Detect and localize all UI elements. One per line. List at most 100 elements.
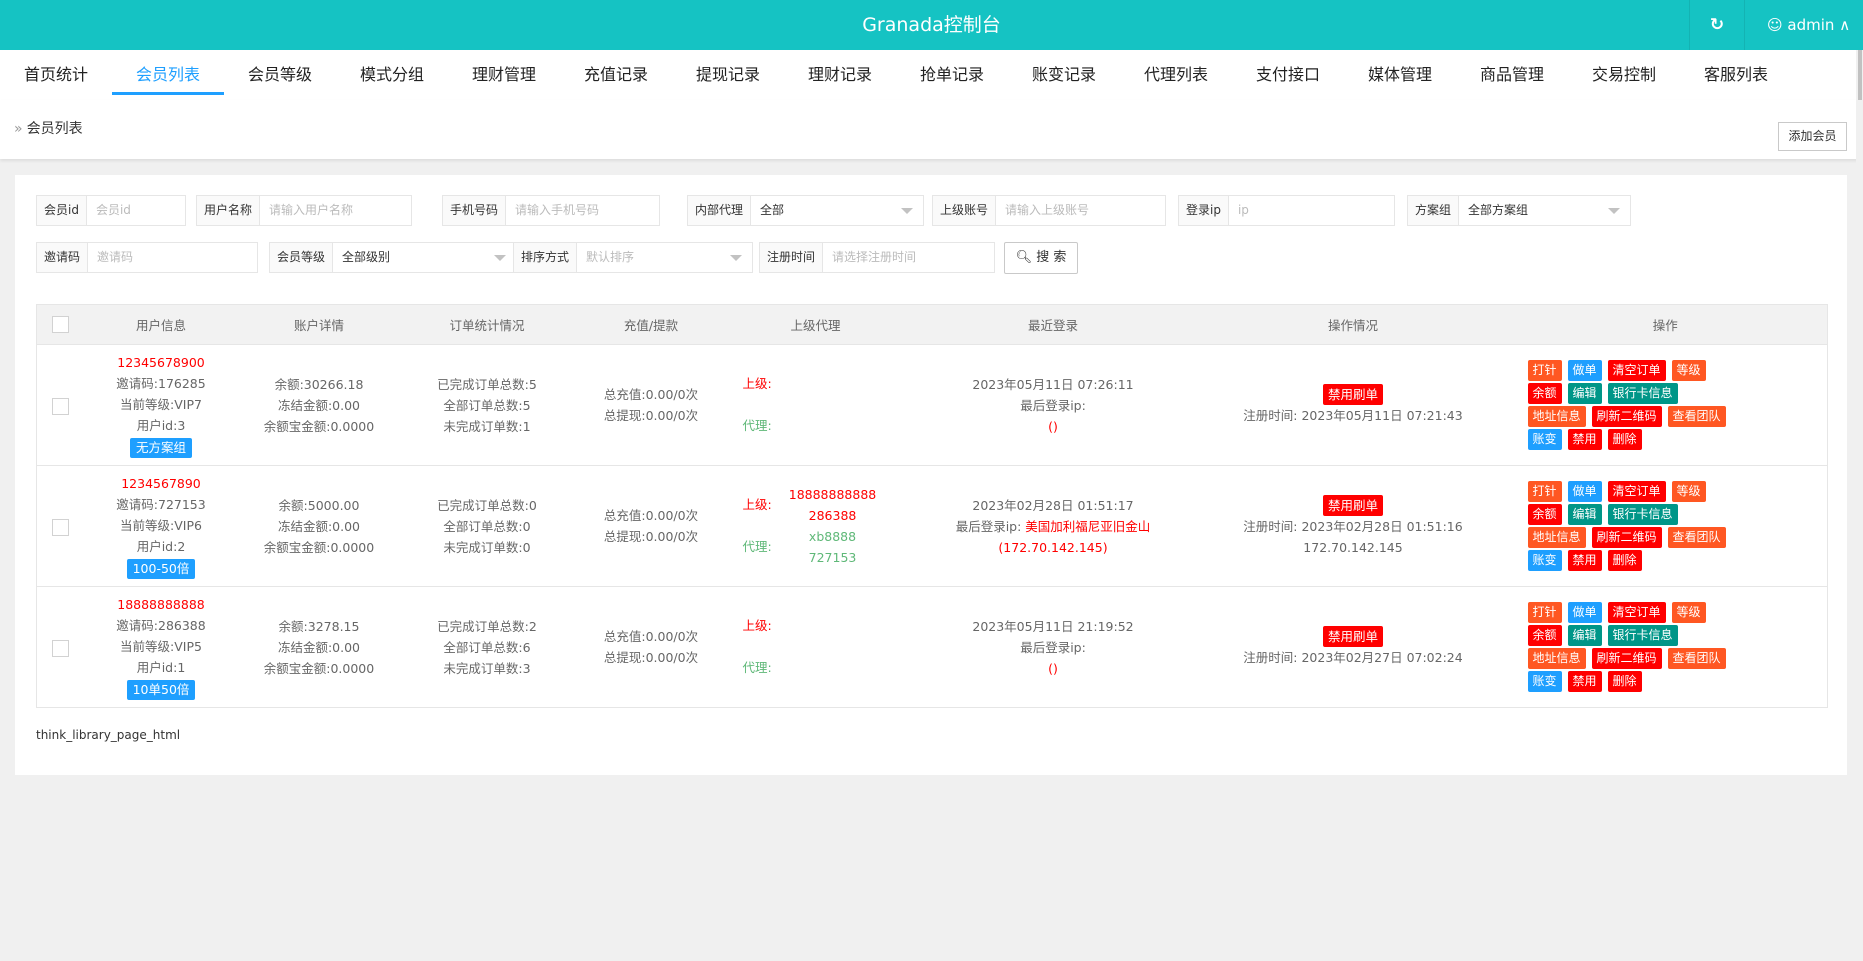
action-button[interactable]: 银行卡信息 xyxy=(1607,504,1678,525)
breadcrumb-current: 会员列表 xyxy=(26,121,83,137)
action-button[interactable]: 禁用 xyxy=(1567,550,1602,571)
action-button[interactable]: 余额 xyxy=(1527,383,1562,404)
nav-tab-13[interactable]: 商品管理 xyxy=(1479,65,1544,84)
action-button[interactable]: 清空订单 xyxy=(1607,360,1666,381)
filter-select[interactable]: 默认排序 xyxy=(577,243,752,272)
action-button[interactable]: 地址信息 xyxy=(1527,648,1586,669)
action-button[interactable]: 地址信息 xyxy=(1527,406,1586,427)
filter-input[interactable]: 请输入上级账号 xyxy=(996,196,1165,225)
action-button[interactable]: 等级 xyxy=(1671,360,1706,381)
nav-tab-4[interactable]: 理财管理 xyxy=(471,65,536,84)
nav-tab-2[interactable]: 会员等级 xyxy=(247,65,312,84)
action-button[interactable]: 查看团队 xyxy=(1667,648,1726,669)
register-ip: 172.70.142.145 xyxy=(1303,539,1403,555)
filter-select[interactable]: 全部级别 xyxy=(333,243,516,272)
search-button-label: 搜 索 xyxy=(1036,250,1067,265)
nav-tab-8[interactable]: 抢单记录 xyxy=(919,65,984,84)
account-cell: 余额:30266.18 冻结金额:0.00 余额宝金额:0.0000 xyxy=(238,344,400,466)
input-placeholder: 请输入上级账号 xyxy=(1005,203,1090,217)
filter-label: 上级账号 xyxy=(933,196,997,225)
action-button[interactable]: 编辑 xyxy=(1567,625,1602,646)
row-checkbox[interactable] xyxy=(51,518,69,536)
nav-tab-11[interactable]: 支付接口 xyxy=(1255,65,1320,84)
action-button[interactable]: 余额 xyxy=(1527,625,1562,646)
action-button[interactable]: 禁用 xyxy=(1567,429,1602,450)
action-button[interactable]: 地址信息 xyxy=(1527,527,1586,548)
action-button[interactable]: 做单 xyxy=(1567,602,1602,623)
action-button[interactable]: 等级 xyxy=(1671,602,1706,623)
nav-tab-5[interactable]: 充值记录 xyxy=(583,65,648,84)
action-button[interactable]: 刷新二维码 xyxy=(1591,527,1662,548)
last-login-time: 2023年02月28日 01:51:17 xyxy=(972,497,1134,513)
member-level: 当前等级:VIP7 xyxy=(120,397,202,412)
select-all-checkbox[interactable] xyxy=(51,316,69,333)
user-menu[interactable]: ☺ admin ∧ xyxy=(1744,0,1863,50)
action-button[interactable]: 查看团队 xyxy=(1667,527,1726,548)
filter-input[interactable]: ip xyxy=(1229,196,1394,225)
nav-tab-7[interactable]: 理财记录 xyxy=(807,65,872,84)
action-button[interactable]: 等级 xyxy=(1671,481,1706,502)
actions-cell: 打针 做单 清空订单 等级余额 编辑 银行卡信息 地址信息 刷新二维码 查看团队账变 禁用 删除 xyxy=(1503,465,1828,587)
action-button[interactable]: 编辑 xyxy=(1567,504,1602,525)
action-button[interactable]: 做单 xyxy=(1567,360,1602,381)
action-button[interactable]: 编辑 xyxy=(1567,383,1602,404)
filter-input[interactable]: 请输入手机号码 xyxy=(506,196,659,225)
total-withdraw: 总提现:0.00/0次 xyxy=(603,650,699,665)
scrollbar-thumb[interactable] xyxy=(1857,50,1862,100)
action-button[interactable]: 刷新二维码 xyxy=(1591,648,1662,669)
member-level: 当前等级:VIP6 xyxy=(120,518,202,533)
nav-tab-3[interactable]: 模式分组 xyxy=(359,65,424,84)
last-login-ip-line: 最后登录ip: 美国加利福尼亚旧金山 xyxy=(904,516,1203,537)
filter-select[interactable]: 全部方案组 xyxy=(1459,196,1630,225)
action-button[interactable]: 删除 xyxy=(1607,671,1642,692)
select-all-cell xyxy=(36,304,84,345)
action-button[interactable]: 删除 xyxy=(1607,550,1642,571)
user-id: 用户id:2 xyxy=(136,539,186,554)
action-button[interactable]: 账变 xyxy=(1527,671,1562,692)
ban-order-button[interactable]: 禁用刷单 xyxy=(1322,626,1383,647)
ban-order-button[interactable]: 禁用刷单 xyxy=(1322,384,1383,405)
filter-input[interactable]: 请选择注册时间 xyxy=(823,243,994,272)
filter-select[interactable]: 全部 xyxy=(751,196,923,225)
action-button[interactable]: 做单 xyxy=(1567,481,1602,502)
action-button[interactable]: 账变 xyxy=(1527,429,1562,450)
action-button[interactable]: 账变 xyxy=(1527,550,1562,571)
action-button[interactable]: 打针 xyxy=(1527,481,1562,502)
filter-input[interactable]: 请输入用户名称 xyxy=(260,196,411,225)
nav-tab-14[interactable]: 交易控制 xyxy=(1591,65,1656,84)
frozen-amount: 冻结金额:0.00 xyxy=(277,397,361,413)
nav-tab-0[interactable]: 首页统计 xyxy=(23,65,88,84)
member-table: 用户信息 账户详情 订单统计情况 充值/提款 上级代理 最近登录 操作情况 操作 123456… xyxy=(36,304,1828,708)
page-scrollbar[interactable] xyxy=(1856,50,1863,961)
add-member-button[interactable]: 添加会员 xyxy=(1778,122,1847,151)
action-button[interactable]: 打针 xyxy=(1527,602,1562,623)
action-button[interactable]: 删除 xyxy=(1607,429,1642,450)
action-button[interactable]: 清空订单 xyxy=(1607,602,1666,623)
action-button[interactable]: 打针 xyxy=(1527,360,1562,381)
search-button[interactable]: 🔍︎ 搜 索 xyxy=(1004,242,1078,274)
action-button[interactable]: 余额 xyxy=(1527,504,1562,525)
nav-tab-1[interactable]: 会员列表 xyxy=(112,50,224,100)
action-button[interactable]: 禁用 xyxy=(1567,671,1602,692)
nav-tab-10[interactable]: 代理列表 xyxy=(1143,65,1208,84)
ban-order-button[interactable]: 禁用刷单 xyxy=(1322,494,1383,516)
action-button[interactable]: 刷新二维码 xyxy=(1591,406,1662,427)
nav-tab-12[interactable]: 媒体管理 xyxy=(1367,65,1432,84)
action-button[interactable]: 清空订单 xyxy=(1607,481,1666,502)
nav-tab-15[interactable]: 客服列表 xyxy=(1703,65,1768,84)
nav-tab-9[interactable]: 账变记录 xyxy=(1031,65,1096,84)
last-login-ip-label: 最后登录ip: xyxy=(1020,397,1086,413)
breadcrumb: » 会员列表 xyxy=(14,100,83,159)
recharge-withdraw-cell: 总充值:0.00/0次 总提现:0.00/0次 xyxy=(574,344,728,466)
action-button[interactable]: 查看团队 xyxy=(1667,406,1726,427)
action-button[interactable]: 银行卡信息 xyxy=(1607,383,1678,404)
row-checkbox[interactable] xyxy=(51,639,69,657)
row-checkbox[interactable] xyxy=(51,397,69,415)
refresh-icon[interactable]: ↻ xyxy=(1689,0,1744,50)
nav-tab-6[interactable]: 提现记录 xyxy=(695,65,760,84)
filter-input[interactable]: 会员id xyxy=(87,196,185,225)
double-chevron-right-icon: » xyxy=(14,121,23,137)
frozen-amount: 冻结金额:0.00 xyxy=(277,639,361,655)
action-button[interactable]: 银行卡信息 xyxy=(1607,625,1678,646)
filter-input[interactable]: 邀请码 xyxy=(88,243,257,272)
